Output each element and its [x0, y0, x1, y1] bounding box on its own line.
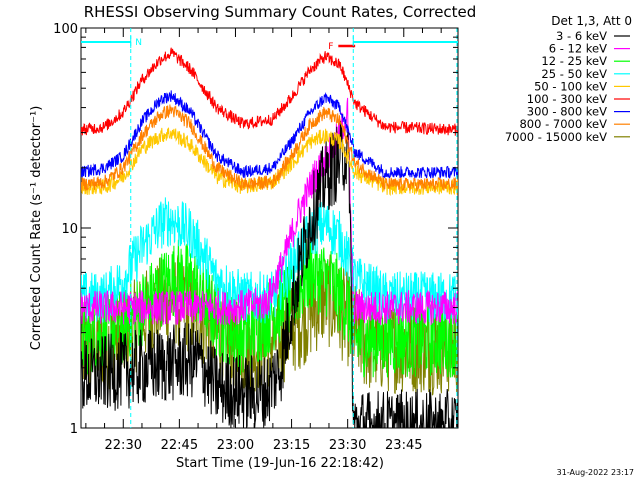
y-tick-label: 10: [61, 222, 78, 237]
legend-label: 3 - 6 keV: [556, 29, 607, 43]
legend-label: 100 - 300 keV: [527, 92, 607, 106]
x-tick-label: 23:00: [217, 438, 254, 453]
x-tick-label: 22:30: [105, 438, 142, 453]
y-axis-label: Corrected Count Rate (s⁻¹ detector⁻¹): [29, 106, 44, 351]
series-layer: [81, 47, 458, 428]
legend-label: 50 - 100 keV: [534, 79, 607, 93]
x-axis-label: Start Time (19-Jun-16 22:18:42): [176, 456, 384, 471]
x-tick-label: 23:15: [273, 438, 310, 453]
footer-timestamp: 31-Aug-2022 23:17: [557, 468, 634, 477]
legend-header: Det 1,3, Att 0: [551, 14, 632, 28]
y-tick-label: 1: [70, 422, 78, 437]
series-line-7: [81, 104, 458, 192]
y-tick-label: 100: [53, 22, 78, 37]
x-tick-label: 23:30: [329, 438, 366, 453]
series-line-6: [81, 90, 458, 179]
legend-label: 6 - 12 keV: [549, 42, 607, 56]
y-axis: 1 10 100: [53, 22, 458, 437]
flare-label: F: [328, 42, 333, 52]
chart-title: RHESSI Observing Summary Count Rates, Co…: [84, 3, 477, 21]
series-line-1: [81, 97, 458, 325]
legend-label: 25 - 50 keV: [541, 67, 607, 81]
legend-label: 300 - 800 keV: [527, 105, 607, 119]
x-axis: 22:30 22:45 23:00 23:15 23:30 23:45: [85, 28, 442, 453]
legend-label: 12 - 25 keV: [541, 54, 607, 68]
legend-label: 800 - 7000 keV: [519, 117, 607, 131]
x-tick-label: 22:45: [161, 438, 198, 453]
legend-label: 7000 - 15000 keV: [505, 130, 607, 144]
series-line-0: [81, 120, 458, 428]
series-line-5: [81, 47, 458, 136]
x-tick-label: 23:45: [385, 438, 422, 453]
night-label: N: [135, 38, 142, 48]
